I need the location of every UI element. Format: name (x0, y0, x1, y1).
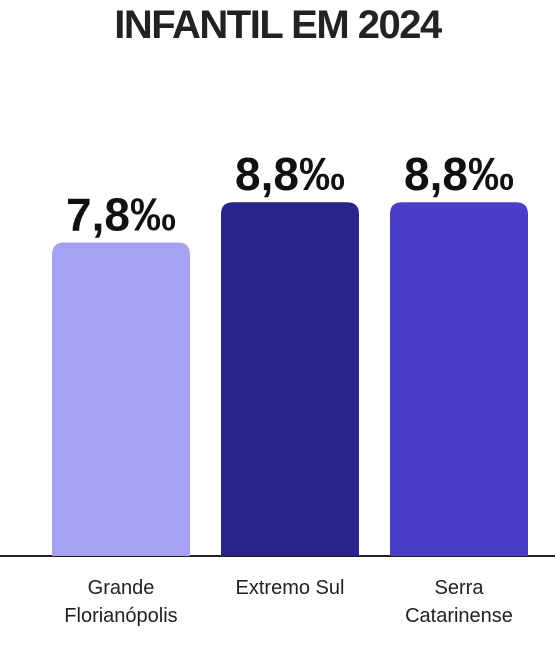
category-label-1-line-2: Florianópolis (64, 605, 177, 627)
category-label-3-line-1: Serra (435, 577, 485, 599)
chart-title: INFANTIL EM 2024 (114, 3, 442, 47)
category-label-2-line-1: Extremo Sul (236, 577, 345, 599)
value-label-1: 7,8‰ (66, 188, 176, 240)
bar-2 (221, 202, 359, 557)
category-label-3-line-2: Catarinense (405, 605, 513, 627)
value-label-2: 8,8‰ (235, 148, 345, 200)
bar-1 (52, 242, 190, 556)
category-label-1-line-1: Grande (88, 577, 155, 599)
bar-3 (390, 202, 528, 557)
value-label-3: 8,8‰ (404, 148, 514, 200)
